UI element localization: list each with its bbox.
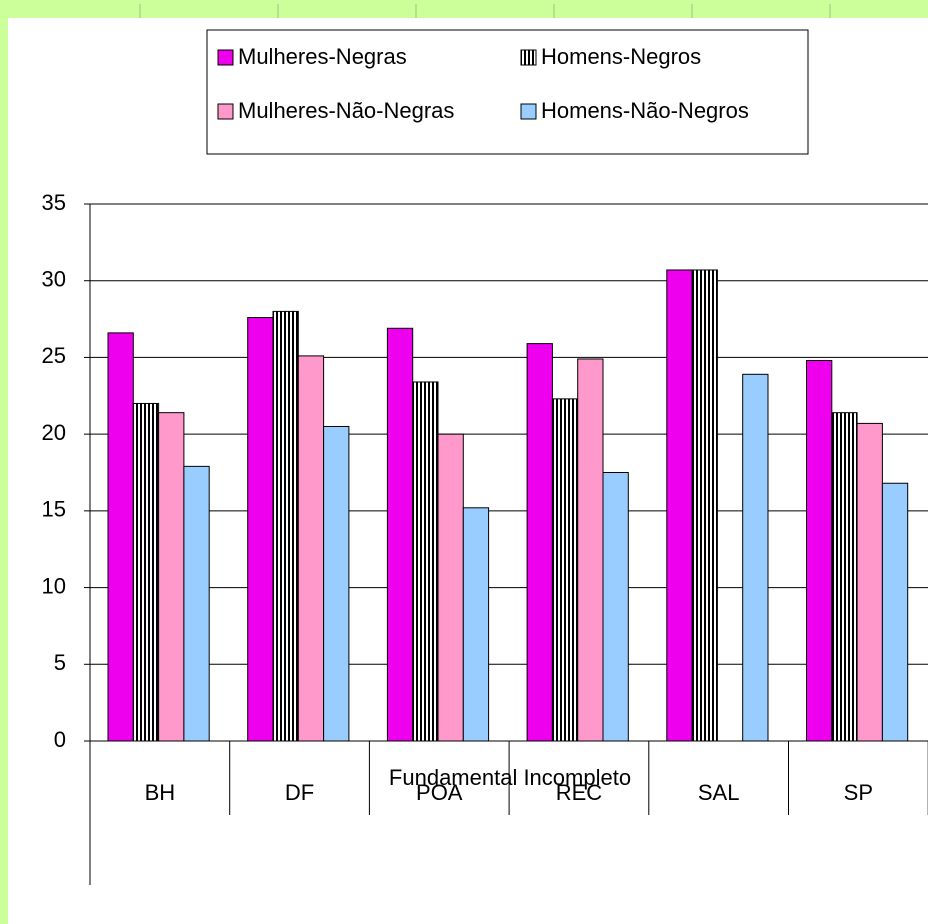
bar bbox=[577, 358, 604, 742]
legend-box bbox=[206, 29, 809, 155]
y-tick-label: 5 bbox=[54, 650, 66, 675]
legend-swatch bbox=[217, 49, 234, 66]
bar bbox=[437, 433, 464, 742]
y-tick-label: 0 bbox=[54, 727, 66, 752]
bar bbox=[297, 355, 325, 742]
x-tick-label: POA bbox=[416, 780, 463, 805]
bar bbox=[856, 422, 883, 742]
sheet-row-header bbox=[0, 0, 8, 924]
y-tick-label: 15 bbox=[42, 497, 66, 522]
bar bbox=[742, 373, 769, 742]
legend-label: Homens-Negros bbox=[541, 44, 701, 69]
legend-label: Mulheres-Negras bbox=[238, 44, 407, 69]
y-tick-label: 30 bbox=[42, 267, 66, 292]
bar bbox=[691, 269, 718, 742]
bar bbox=[526, 343, 553, 742]
legend-swatch bbox=[520, 103, 537, 120]
bar bbox=[831, 412, 858, 742]
y-tick-label: 20 bbox=[42, 420, 66, 445]
y-tick-label: 25 bbox=[42, 343, 66, 368]
sheet-header-dividers bbox=[139, 4, 831, 18]
bar bbox=[183, 465, 210, 742]
bar bbox=[881, 482, 909, 742]
bar bbox=[272, 310, 299, 742]
bar bbox=[412, 381, 439, 742]
bar bbox=[247, 317, 274, 742]
y-tick-label: 35 bbox=[42, 190, 66, 215]
bar bbox=[107, 332, 134, 742]
bar bbox=[602, 472, 629, 742]
bar bbox=[462, 507, 490, 742]
sheet-header bbox=[0, 0, 928, 18]
x-tick-label: BH bbox=[145, 780, 176, 805]
legend-label: Homens-Não-Negros bbox=[541, 98, 749, 123]
y-tick-label: 10 bbox=[42, 573, 66, 598]
legend-swatch bbox=[520, 49, 537, 66]
bar bbox=[158, 412, 185, 742]
x-tick-label: REC bbox=[556, 780, 603, 805]
bar bbox=[806, 359, 833, 742]
bar bbox=[386, 327, 414, 742]
x-tick-label: DF bbox=[285, 780, 314, 805]
x-axis-title: Fundamental Incompleto bbox=[389, 765, 631, 790]
legend-swatch bbox=[217, 103, 234, 120]
x-tick-label: SP bbox=[844, 780, 873, 805]
legend-label: Mulheres-Não-Negras bbox=[238, 98, 454, 123]
bar bbox=[666, 269, 693, 742]
x-tick-label: SAL bbox=[698, 780, 740, 805]
bar bbox=[132, 402, 160, 742]
bar bbox=[323, 425, 350, 742]
bar bbox=[551, 398, 579, 742]
